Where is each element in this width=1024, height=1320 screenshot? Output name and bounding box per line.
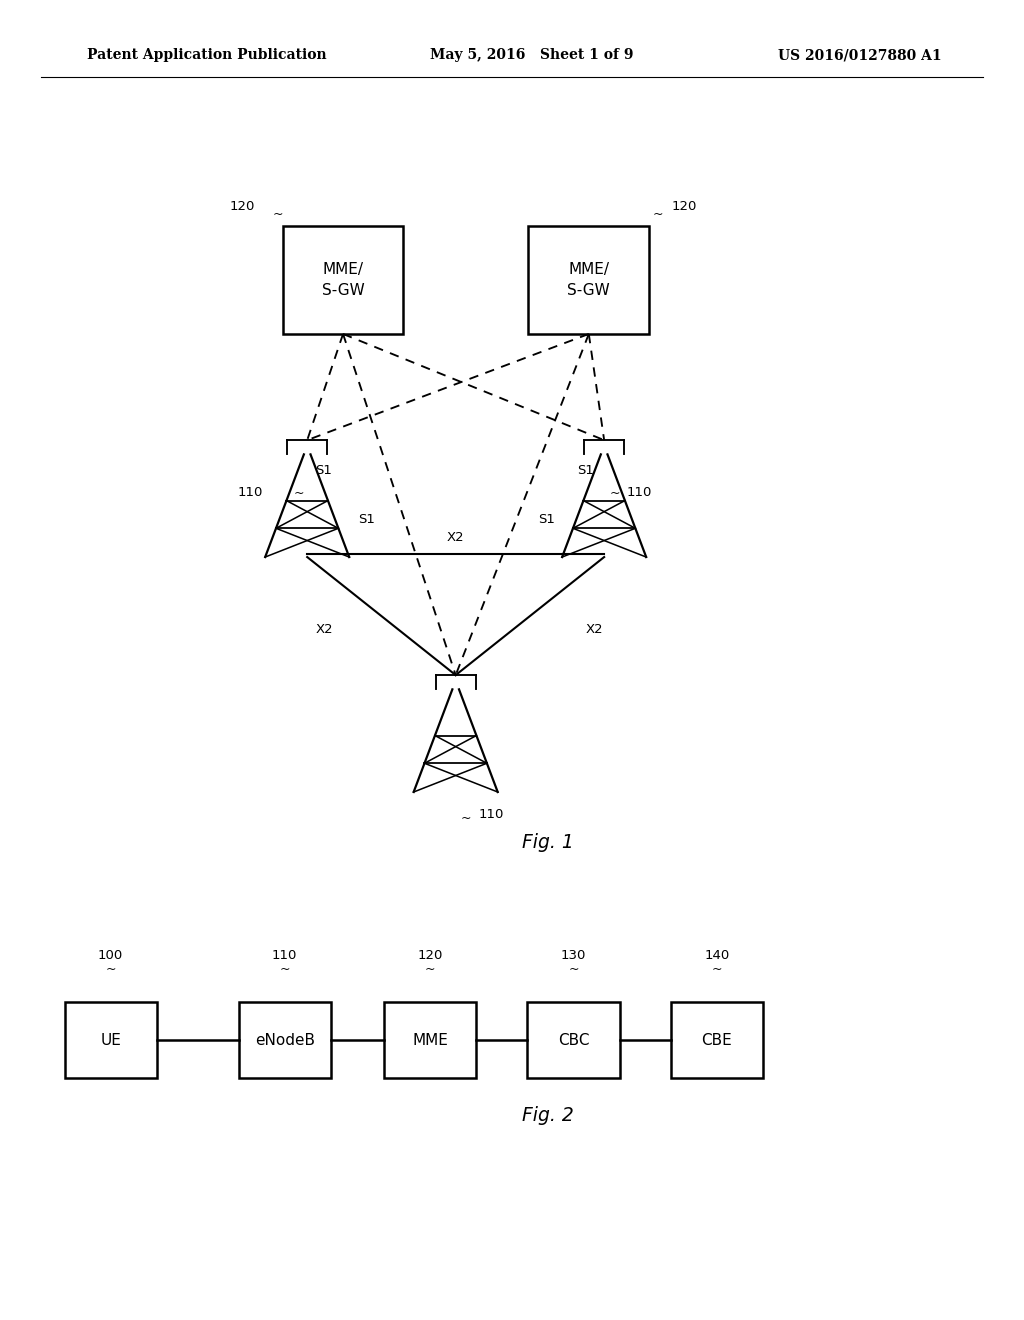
Text: MME/
S-GW: MME/ S-GW — [567, 261, 610, 298]
Text: 120: 120 — [229, 199, 255, 213]
Bar — [65, 1002, 157, 1078]
Text: ~: ~ — [568, 962, 579, 975]
Text: ~: ~ — [272, 207, 283, 220]
Text: ~: ~ — [105, 962, 116, 975]
Text: CBC: CBC — [558, 1032, 589, 1048]
Text: 110: 110 — [627, 486, 652, 499]
Text: UE: UE — [100, 1032, 121, 1048]
Text: ~: ~ — [712, 962, 722, 975]
Text: US 2016/0127880 A1: US 2016/0127880 A1 — [778, 49, 942, 62]
Text: May 5, 2016   Sheet 1 of 9: May 5, 2016 Sheet 1 of 9 — [430, 49, 634, 62]
Text: MME: MME — [412, 1032, 449, 1048]
Text: ~: ~ — [425, 962, 435, 975]
Text: S1: S1 — [539, 512, 555, 525]
Text: ~: ~ — [280, 962, 290, 975]
Text: S1: S1 — [315, 463, 332, 477]
Text: ~: ~ — [652, 207, 663, 220]
Text: S1: S1 — [358, 512, 375, 525]
Text: 130: 130 — [561, 949, 586, 962]
Text: Fig. 1: Fig. 1 — [522, 833, 573, 851]
Text: S1: S1 — [578, 463, 594, 477]
Bar — [671, 1002, 763, 1078]
Text: ~: ~ — [609, 486, 620, 499]
Text: X2: X2 — [446, 531, 465, 544]
Text: MME/
S-GW: MME/ S-GW — [322, 261, 365, 298]
Text: Patent Application Publication: Patent Application Publication — [87, 49, 327, 62]
Text: 140: 140 — [705, 949, 729, 962]
Text: 120: 120 — [418, 949, 442, 962]
Text: X2: X2 — [586, 623, 603, 636]
Text: ~: ~ — [294, 486, 304, 499]
Text: 100: 100 — [98, 949, 123, 962]
Text: X2: X2 — [315, 623, 333, 636]
Text: 120: 120 — [672, 199, 697, 213]
Bar — [384, 1002, 476, 1078]
Bar — [528, 226, 649, 334]
Bar — [283, 226, 403, 334]
Bar — [527, 1002, 620, 1078]
Text: Fig. 2: Fig. 2 — [522, 1106, 573, 1125]
Text: 110: 110 — [238, 486, 263, 499]
Text: 110: 110 — [478, 808, 504, 821]
Text: eNodeB: eNodeB — [255, 1032, 314, 1048]
Text: CBE: CBE — [701, 1032, 732, 1048]
Text: ~: ~ — [461, 812, 471, 825]
Text: 110: 110 — [272, 949, 297, 962]
Bar — [239, 1002, 331, 1078]
